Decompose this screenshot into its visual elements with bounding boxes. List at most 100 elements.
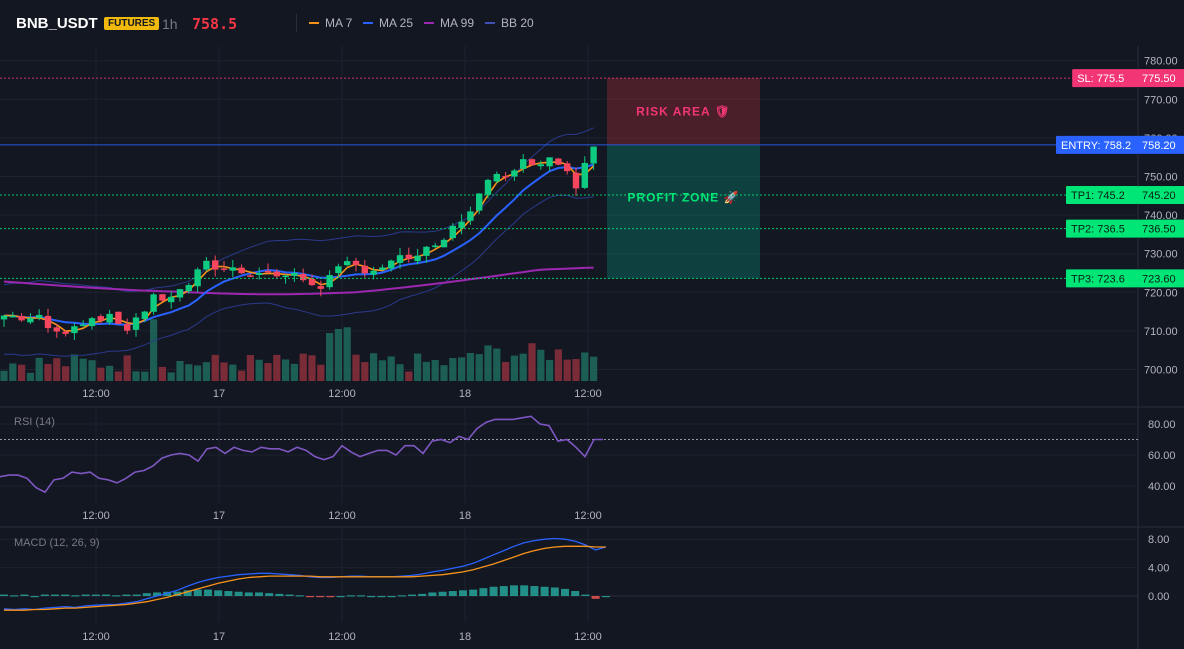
price-line-tag[interactable] — [1066, 186, 1138, 205]
candle-body[interactable] — [476, 193, 483, 211]
candle-body[interactable] — [247, 275, 254, 277]
volume-bar — [493, 348, 501, 381]
volume-bar — [44, 363, 52, 381]
candle-body[interactable] — [564, 163, 571, 172]
candle-body[interactable] — [572, 172, 580, 189]
candle-body[interactable] — [88, 318, 96, 327]
price-pane[interactable]: RISK AREA 🛡 PROFIT ZONE 🚀 — [0, 77, 1138, 381]
candle-body[interactable] — [440, 239, 448, 248]
candle-body[interactable] — [185, 285, 192, 292]
price-scale-value: 736.50 — [1142, 224, 1176, 236]
candle-body[interactable] — [80, 324, 87, 327]
candle-body[interactable] — [168, 296, 175, 303]
candle-body[interactable] — [18, 315, 25, 321]
candle-body[interactable] — [317, 286, 324, 289]
candle-body[interactable] — [300, 274, 307, 281]
candle-body[interactable] — [220, 268, 228, 270]
legend-bb20[interactable]: BB 20 — [485, 16, 534, 30]
candle-body[interactable] — [335, 266, 342, 274]
candle-body[interactable] — [0, 315, 8, 320]
candle-body[interactable] — [115, 311, 122, 324]
candle-body[interactable] — [590, 146, 597, 164]
risk-area-zone[interactable] — [607, 78, 760, 145]
candle-body[interactable] — [71, 326, 78, 334]
candle-body[interactable] — [203, 260, 210, 270]
candle-body[interactable] — [256, 273, 263, 275]
rsi-line — [0, 415, 603, 494]
price-scale-tag — [1138, 135, 1184, 154]
rsi-pane[interactable]: RSI (14) — [0, 415, 1138, 494]
candle-body[interactable] — [396, 255, 404, 263]
candle-body[interactable] — [44, 315, 52, 329]
candle-body[interactable] — [405, 254, 412, 260]
price-line-tag[interactable] — [1066, 219, 1138, 238]
symbol-name[interactable]: BNB_USDT — [16, 15, 98, 32]
legend-ma7[interactable]: MA 7 — [309, 16, 352, 30]
macd-histogram-bar — [336, 596, 345, 598]
legend-ma25[interactable]: MA 25 — [363, 16, 413, 30]
price-line-tag[interactable] — [1056, 135, 1138, 154]
volume-bar — [229, 364, 237, 381]
candle-body[interactable] — [308, 279, 316, 286]
volume-bar — [431, 359, 439, 381]
candle-body[interactable] — [344, 261, 351, 266]
legend-ma99[interactable]: MA 99 — [424, 16, 474, 30]
candle-body[interactable] — [484, 179, 492, 195]
candle-body[interactable] — [53, 327, 60, 332]
candle-body[interactable] — [291, 272, 298, 276]
candle-body[interactable] — [414, 255, 421, 262]
candle-body[interactable] — [502, 175, 509, 178]
candle-body[interactable] — [150, 294, 157, 312]
candle-body[interactable] — [537, 164, 544, 167]
profit-zone[interactable] — [607, 144, 760, 279]
candle-body[interactable] — [132, 317, 140, 330]
candle-body[interactable] — [361, 265, 368, 274]
candle-body[interactable] — [273, 271, 280, 277]
candle-body[interactable] — [555, 158, 562, 165]
candle-body[interactable] — [326, 275, 333, 288]
candle-body[interactable] — [9, 315, 16, 318]
candle-body[interactable] — [458, 221, 465, 229]
candle-body[interactable] — [27, 318, 34, 323]
candle-body[interactable] — [432, 245, 439, 248]
candle-body[interactable] — [36, 314, 43, 318]
candle-body[interactable] — [449, 225, 456, 239]
candle-body[interactable] — [423, 246, 430, 256]
price-tick-label: 710.00 — [1144, 326, 1178, 338]
volume-bar — [422, 361, 430, 381]
time-tick-label: 12:00 — [574, 510, 602, 522]
candle-body[interactable] — [176, 289, 184, 298]
candle-body[interactable] — [106, 313, 113, 323]
candle-body[interactable] — [264, 270, 272, 273]
time-tick-label: 18 — [459, 510, 471, 522]
candle-body[interactable] — [212, 260, 219, 270]
volume-bar — [158, 366, 166, 381]
candle-body[interactable] — [379, 267, 386, 270]
candle-body[interactable] — [194, 269, 201, 287]
candle-body[interactable] — [546, 157, 553, 167]
candle-body[interactable] — [141, 311, 148, 319]
candle-body[interactable] — [282, 275, 289, 278]
candle-body[interactable] — [493, 173, 500, 182]
candle-body[interactable] — [124, 324, 131, 331]
candle-body[interactable] — [159, 294, 166, 301]
candle-body[interactable] — [581, 162, 588, 188]
price-line-tag[interactable] — [1072, 69, 1138, 88]
candle-body[interactable] — [520, 159, 527, 169]
macd-pane[interactable]: MACD (12, 26, 9) — [0, 537, 1138, 611]
macd-histogram-bar — [112, 595, 121, 597]
candle-body[interactable] — [352, 260, 360, 265]
candle-body[interactable] — [370, 270, 377, 275]
candle-body[interactable] — [467, 211, 474, 221]
macd-histogram-bar — [51, 594, 59, 596]
candle-body[interactable] — [511, 170, 518, 177]
timeframe-label[interactable]: 1h — [162, 16, 178, 32]
candle-body[interactable] — [388, 260, 395, 269]
candle-body[interactable] — [229, 267, 236, 271]
candle-body[interactable] — [238, 267, 245, 274]
candle-body[interactable] — [62, 331, 69, 334]
candle-body[interactable] — [97, 316, 104, 321]
price-line-tag[interactable] — [1066, 269, 1138, 288]
candle-body[interactable] — [528, 159, 536, 166]
